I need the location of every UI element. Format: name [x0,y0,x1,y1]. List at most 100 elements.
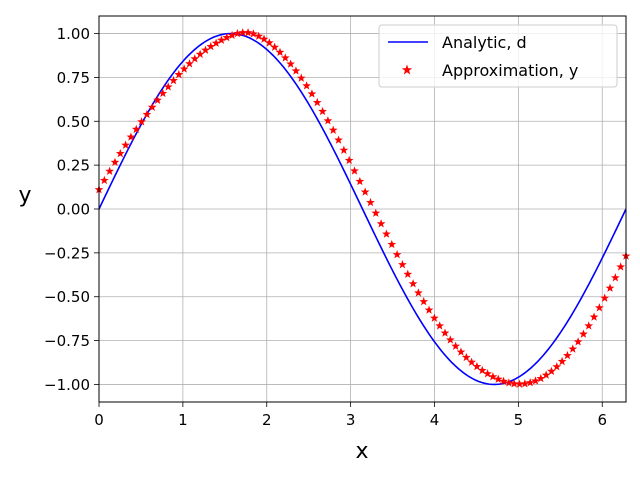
scatter-point [115,148,125,158]
scatter-point [541,370,551,379]
scatter-point [328,125,338,134]
scatter-point [563,350,572,360]
series-approximation [94,28,631,388]
scatter-point [334,135,343,144]
scatter-point [382,229,391,238]
scatter-point [259,34,269,43]
scatter-point [392,250,402,259]
scatter-point [169,75,178,85]
y-tick-label: 0.75 [57,69,90,87]
y-tick-label: −1.00 [44,376,90,394]
scatter-point [110,157,120,167]
scatter-point [547,366,556,376]
scatter-point [477,365,487,375]
scatter-point [573,337,583,346]
scatter-point [254,31,264,40]
legend-marker-approximation [401,64,413,75]
scatter-point [387,239,397,249]
x-tick-label: 5 [514,411,524,429]
scatter-point [153,95,162,104]
y-tick-label: 0.25 [57,157,90,175]
y-tick-label: 0.50 [57,113,90,131]
scatter-point [307,89,317,98]
scatter-point [499,376,508,386]
scatter-point [291,66,301,75]
scatter-point [584,321,594,330]
scatter-point [179,64,189,73]
scatter-point [312,97,322,107]
scatter-point [568,344,578,353]
x-tick-label: 3 [346,411,356,429]
y-tick-label: 1.00 [57,25,90,43]
scatter-point [360,187,370,196]
scatter-point [456,347,466,356]
scatter-point [531,376,540,385]
scatter-point [318,106,327,116]
scatter-point [366,197,375,207]
scatter-point [323,116,333,125]
scatter-point [121,140,130,149]
scatter-point [403,269,413,278]
scatter-point [270,42,280,51]
scatter-point [249,29,258,38]
x-tick-label: 6 [597,411,607,429]
scatter-point [605,283,615,292]
scatter-point [408,279,418,288]
scatter-point [472,361,482,371]
scatter-point [211,38,221,47]
y-axis: −1.00 −0.75 −0.50 −0.25 0.00 0.25 0.50 0.75 1.00 [44,25,99,394]
scatter-point [552,362,562,371]
series-analytic [99,32,626,386]
scatter-point [163,82,173,91]
scatter-point [350,166,359,175]
scatter-point [302,81,311,90]
scatter-point [467,357,476,366]
y-axis-label: y [18,183,31,208]
scatter-point [483,369,492,378]
y-tick-label: 0.00 [57,201,90,219]
x-tick-label: 1 [178,411,188,429]
scatter-point [131,124,141,134]
scatter-point [579,329,588,338]
scatter-point [227,30,237,40]
scatter-point [195,49,205,58]
x-tick-label: 2 [262,411,272,429]
scatter-point [217,35,226,44]
scatter-point [525,378,535,387]
scatter-point [520,379,530,388]
x-axis-label: x [355,439,368,464]
scatter-point [233,28,242,38]
scatter-point [158,88,168,98]
scatter-point [488,372,498,381]
scatter-point [509,379,519,388]
scatter-point [137,117,146,126]
scatter-point [339,145,349,154]
scatter-point [461,352,471,362]
legend-label-analytic: Analytic, d [442,33,527,52]
scatter-point [185,59,194,68]
scatter-point [515,379,524,388]
scatter-point [493,374,503,383]
scatter-point [451,341,461,350]
scatter-point [440,328,450,337]
y-tick-label: −0.50 [44,288,90,306]
scatter-point [419,297,429,306]
scatter-point [610,273,620,282]
scatter-point [243,28,253,37]
legend: Analytic, d Approximation, y [378,24,618,88]
scatter-point [286,59,296,68]
line-analytic [99,32,626,386]
scatter-point [99,175,109,185]
x-axis: 0 1 2 3 4 5 6 [94,402,607,429]
scatter-point [105,166,115,175]
scatter-point [355,176,365,186]
scatter-point [275,47,285,57]
grid [98,16,626,402]
x-tick-label: 4 [430,411,440,429]
scatter-point [414,288,423,297]
scatter-point [600,293,610,302]
scatter-point [147,102,157,111]
scatter-point [445,335,455,344]
y-tick-label: −0.25 [44,244,90,262]
